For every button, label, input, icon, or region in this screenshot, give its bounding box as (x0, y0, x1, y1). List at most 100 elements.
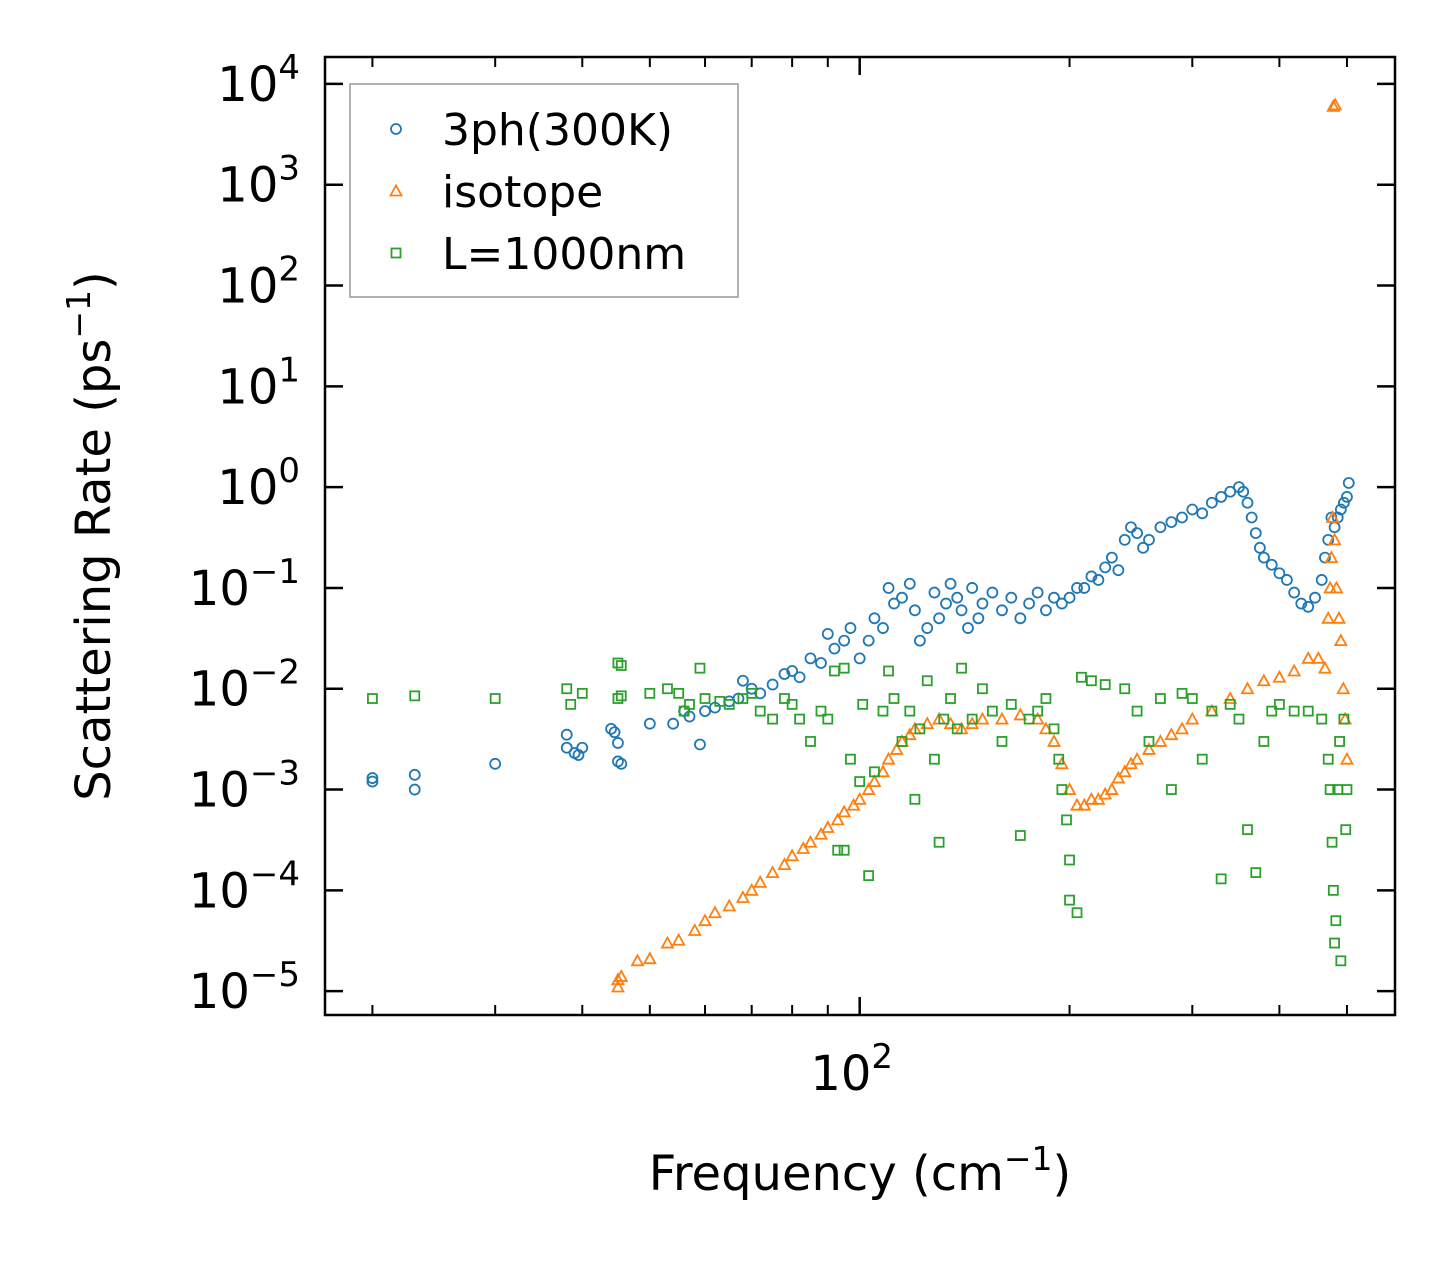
data-point (1336, 681, 1351, 695)
data-point (933, 612, 946, 625)
data-point (882, 582, 895, 594)
data-point (838, 634, 851, 647)
data-point (1154, 521, 1167, 534)
data-point (1141, 742, 1156, 755)
data-point (862, 634, 875, 647)
legend-box (349, 83, 739, 298)
data-point (1069, 797, 1085, 811)
data-point (779, 693, 790, 704)
data-point (766, 678, 779, 691)
data-point (852, 791, 867, 805)
data-point (786, 665, 799, 677)
data-point (1185, 711, 1200, 725)
data-point (1324, 550, 1339, 563)
series-3ph-300k- (366, 477, 1355, 796)
data-point (1224, 698, 1236, 710)
data-point (1341, 491, 1353, 503)
data-point (877, 705, 889, 717)
data-point (813, 826, 829, 840)
data-point (896, 591, 908, 604)
data-point (737, 674, 749, 687)
data-point (1302, 600, 1315, 613)
data-point (928, 586, 941, 599)
y-tick-label: 10−3 (189, 754, 300, 819)
data-point (909, 793, 921, 805)
data-point (612, 693, 624, 704)
data-point (1233, 713, 1245, 725)
data-point (904, 705, 916, 717)
data-point (608, 726, 621, 739)
data-point (955, 604, 968, 617)
data-point (921, 675, 933, 687)
data-point (560, 741, 573, 754)
data-point (684, 698, 695, 710)
data-point (853, 652, 866, 665)
data-point (1014, 612, 1027, 625)
data-point (644, 687, 656, 699)
data-point (838, 844, 850, 856)
data-point (1206, 705, 1218, 717)
data-point (1031, 586, 1044, 599)
data-point (1288, 705, 1300, 717)
data-point (976, 597, 989, 610)
data-point (1324, 784, 1336, 795)
data-point (1071, 907, 1083, 919)
data-point (1014, 830, 1026, 841)
data-point (1119, 683, 1131, 695)
data-point (1048, 723, 1060, 735)
data-point (1338, 496, 1350, 509)
data-point (1117, 764, 1132, 778)
data-point (1030, 711, 1045, 725)
data-point (815, 705, 827, 717)
data-point (409, 690, 421, 702)
data-point (1265, 558, 1278, 571)
data-point (642, 951, 657, 965)
data-point (366, 772, 379, 784)
data-point (367, 693, 378, 704)
data-point (845, 753, 856, 765)
data-point (1258, 736, 1270, 747)
data-point (1215, 873, 1227, 885)
data-point (610, 972, 625, 986)
data-point (1061, 814, 1072, 826)
data-point (1186, 503, 1199, 516)
data-point (966, 713, 978, 725)
data-point (699, 693, 711, 704)
data-point (867, 774, 882, 787)
data-point (707, 905, 722, 919)
data-point (804, 652, 817, 665)
data-point (694, 738, 706, 751)
data-point (576, 687, 588, 699)
data-point (962, 622, 974, 634)
data-point (576, 741, 589, 754)
data-point (1092, 574, 1105, 586)
data-point (1064, 894, 1075, 906)
data-point (767, 713, 778, 725)
data-point (612, 755, 624, 768)
data-point (1317, 660, 1333, 674)
data-point (821, 628, 834, 640)
data-point (815, 657, 827, 669)
data-point (929, 753, 940, 765)
data-point (1165, 516, 1178, 528)
data-point (643, 717, 656, 730)
data-point (610, 979, 625, 993)
data-point (861, 782, 876, 795)
data-point (1205, 496, 1218, 509)
data-point (560, 728, 573, 741)
data-point (914, 723, 926, 735)
data-point (1309, 591, 1321, 604)
data-point (746, 687, 758, 699)
data-point (667, 717, 680, 730)
data-point (1040, 604, 1052, 617)
data-point (754, 705, 766, 717)
data-point (605, 722, 618, 735)
data-point (662, 683, 673, 695)
data-point (1250, 867, 1262, 879)
data-point (966, 582, 979, 594)
data-point (630, 953, 645, 967)
data-point (1111, 770, 1126, 784)
data-point (1099, 679, 1111, 690)
data-point (875, 764, 891, 778)
series-l-1000nm (367, 657, 1353, 967)
